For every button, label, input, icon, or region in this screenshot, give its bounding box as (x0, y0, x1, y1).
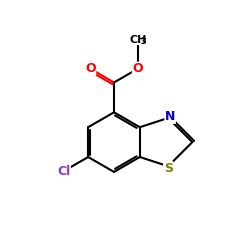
Text: S: S (164, 162, 173, 175)
Text: Cl: Cl (57, 165, 70, 178)
Text: 3: 3 (140, 37, 146, 46)
Text: O: O (132, 62, 143, 75)
Text: O: O (85, 62, 96, 75)
Text: CH: CH (129, 35, 146, 45)
Text: N: N (165, 110, 175, 123)
